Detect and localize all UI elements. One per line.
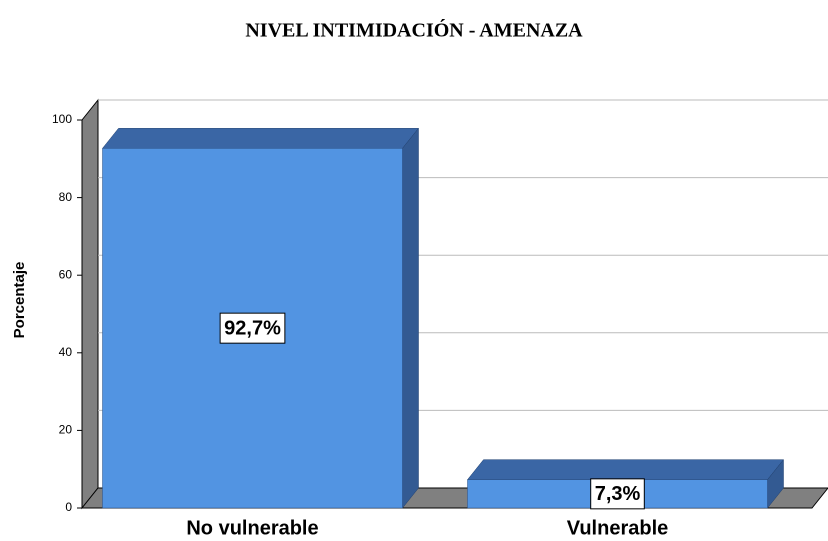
x-tick-label: Vulnerable [567,517,669,539]
y-tick-label: 60 [59,267,73,281]
bar-side [402,127,419,509]
value-label: 92,7% [224,317,281,339]
value-label-box [590,478,645,510]
y-tick-label: 100 [52,112,72,126]
y-tick-label: 0 [65,500,72,514]
bar-top [466,459,785,480]
x-tick-label: No vulnerable [186,517,318,539]
y-tick-label: 40 [59,345,73,359]
value-label: 7,3% [595,483,641,505]
y-tick-label: 20 [59,423,73,437]
bar-top [101,128,420,149]
value-label-box [219,312,286,344]
left-wall [81,98,99,510]
y-axis-label: Porcentaje [11,262,28,339]
y-tick-label: 80 [59,190,73,204]
chart-title: NIVEL INTIMIDACIÓN - AMENAZA [245,18,583,42]
